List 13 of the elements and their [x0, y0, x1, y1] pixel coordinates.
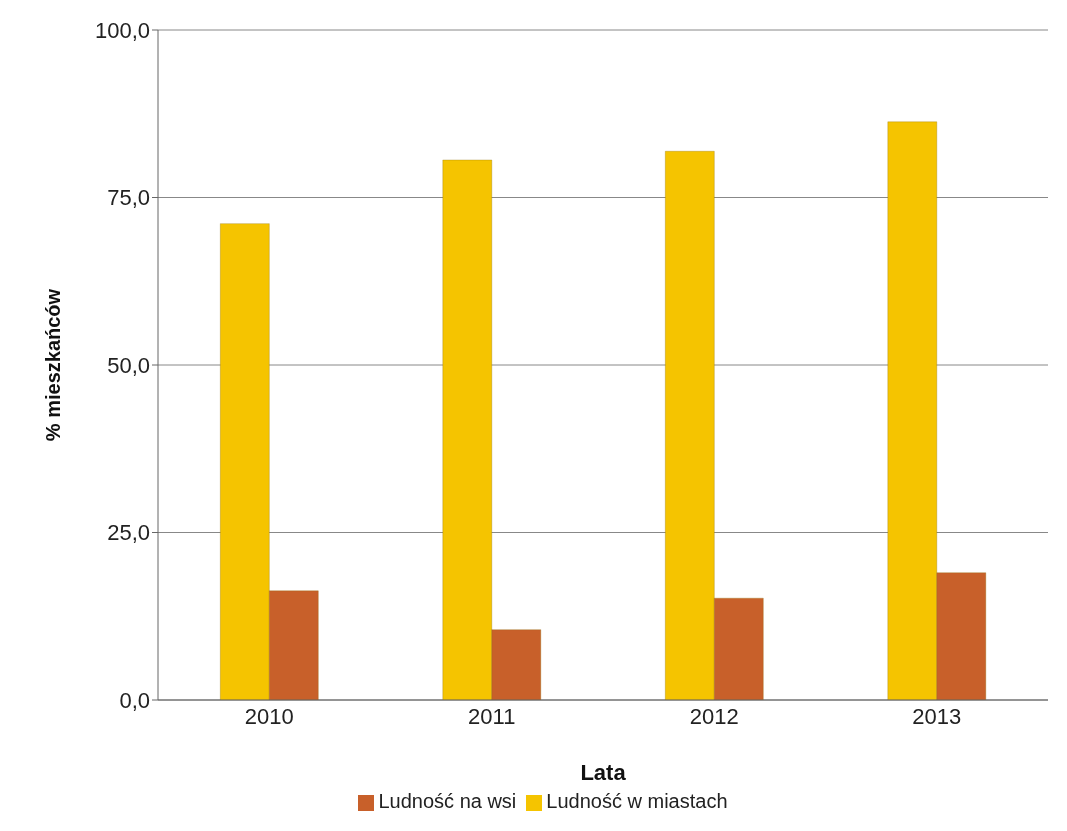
y-tick-label: 25,0	[107, 520, 150, 546]
y-tick-label: 50,0	[107, 352, 150, 378]
y-tick-label: 100,0	[94, 17, 150, 43]
legend-label: Ludność w miastach	[546, 790, 728, 812]
legend-label: Ludność na wsi	[378, 790, 517, 812]
x-tick-label: 2013	[912, 703, 962, 729]
x-tick-label: 2011	[468, 703, 516, 729]
x-tick-label: 2010	[244, 703, 294, 729]
y-axis-title: % mieszkańców	[42, 288, 65, 442]
y-tick-label: 0,0	[119, 687, 150, 713]
x-tick-label: 2012	[689, 703, 739, 729]
x-axis-title: Lata	[580, 760, 627, 785]
y-tick-label: 75,0	[107, 185, 150, 211]
